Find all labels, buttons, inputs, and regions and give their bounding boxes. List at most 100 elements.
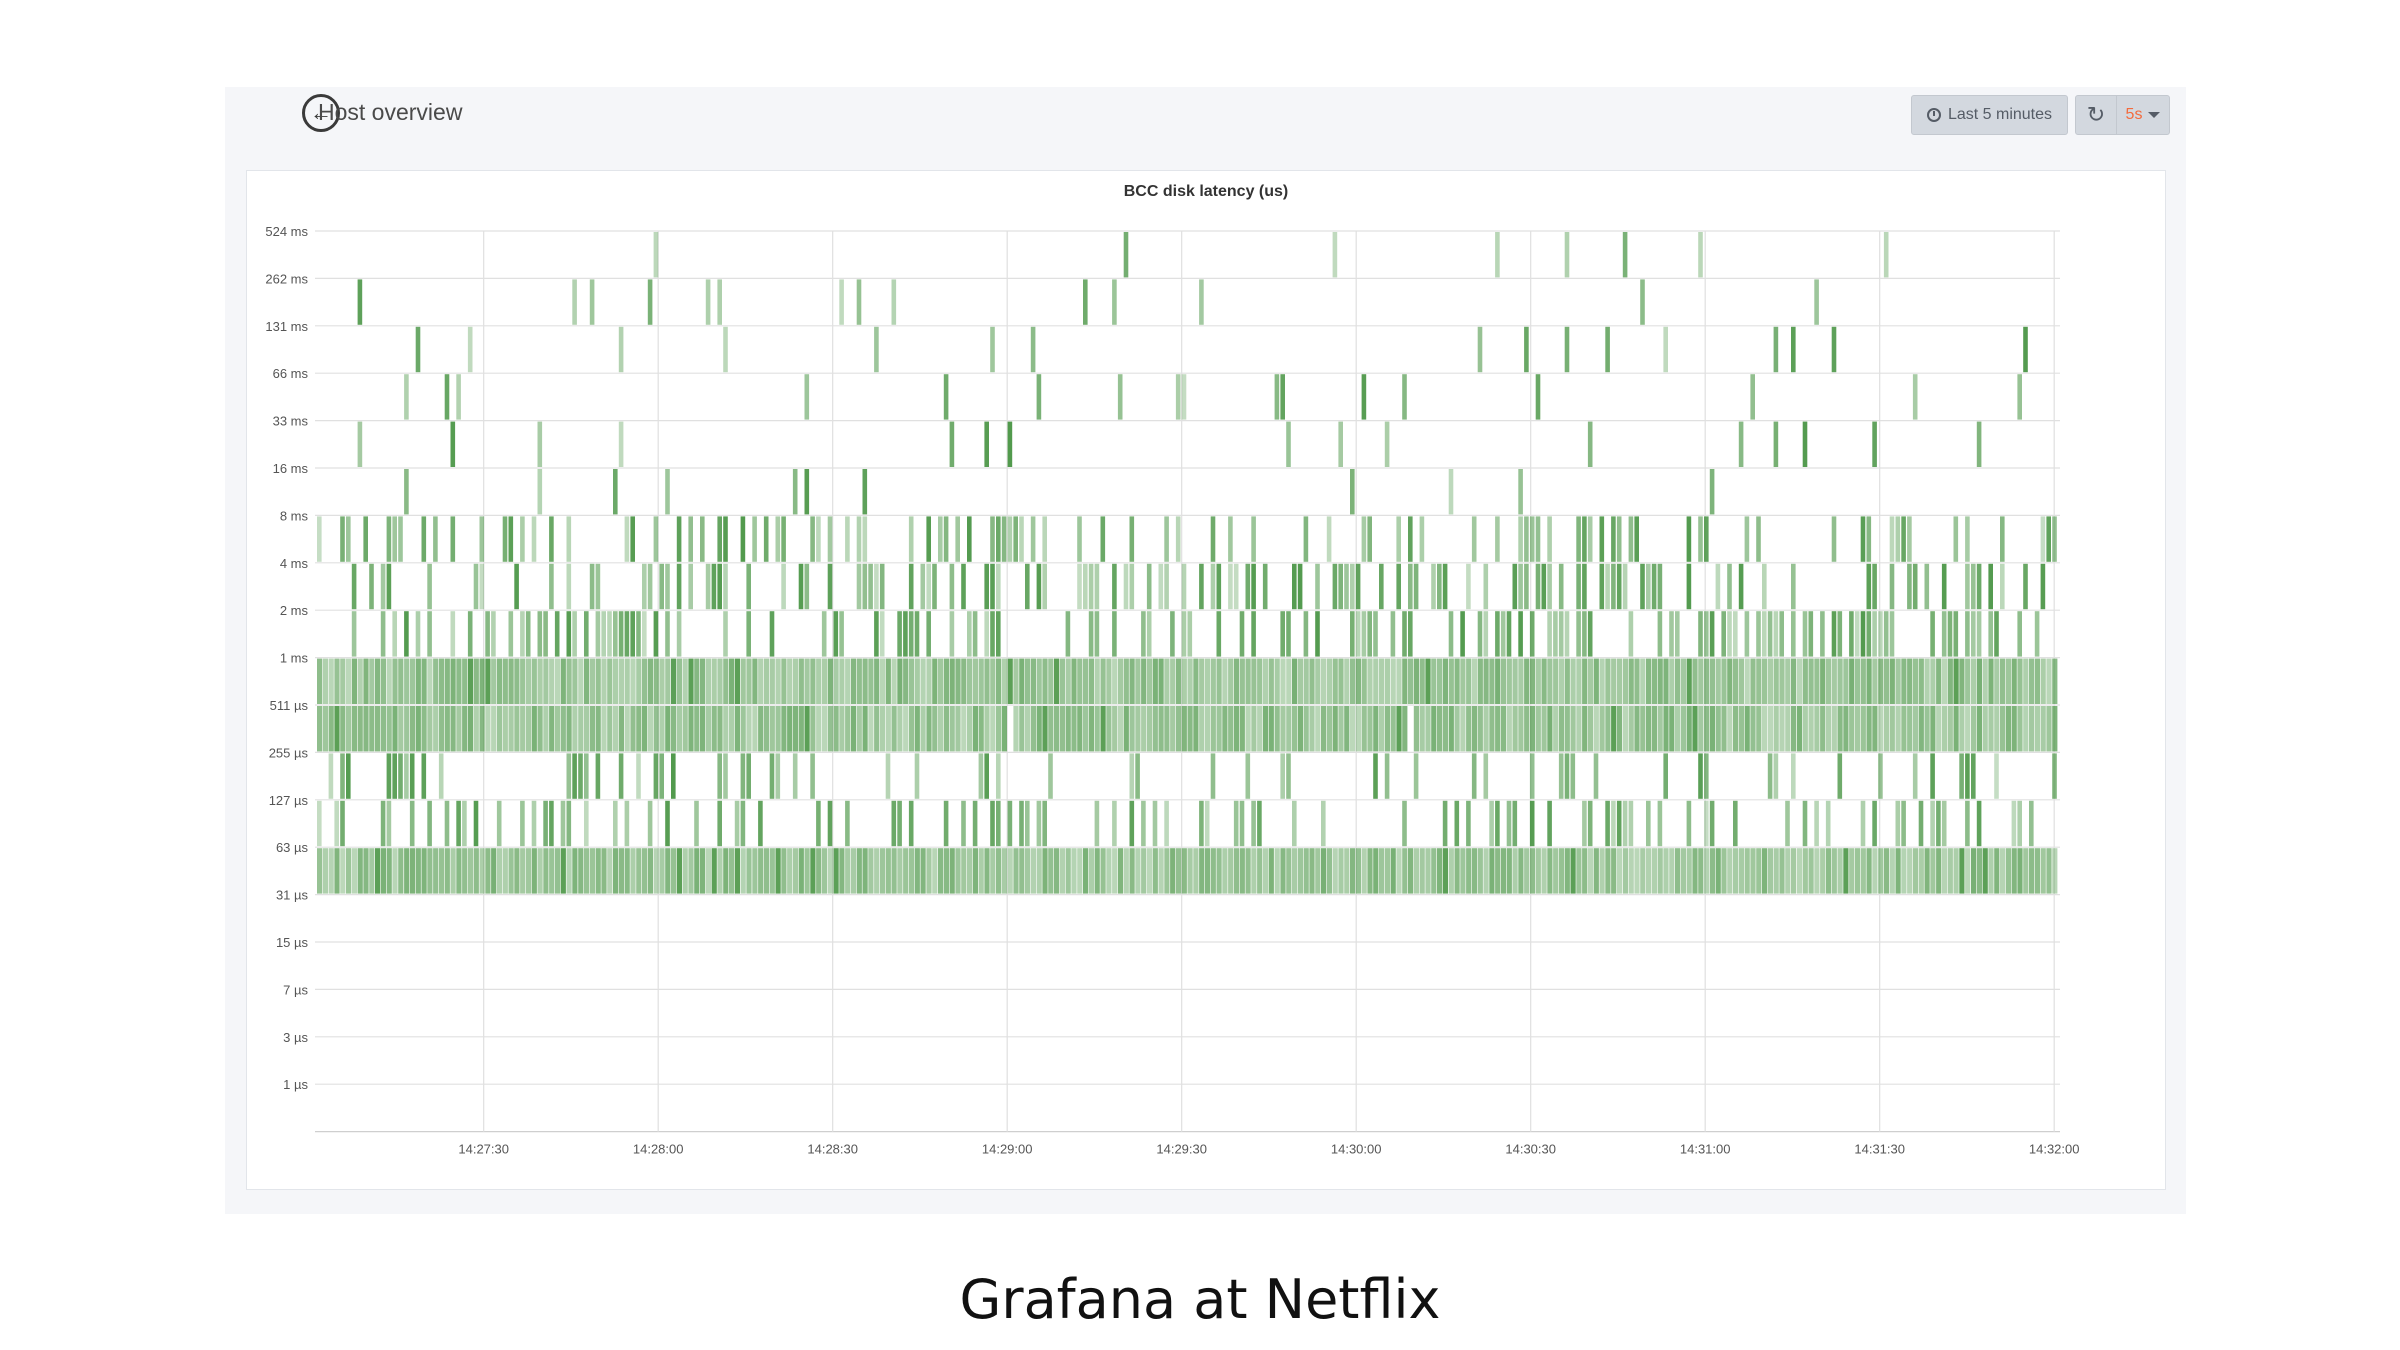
heatmap-cell <box>421 706 427 752</box>
heatmap-cell <box>996 800 1001 847</box>
heatmap-cell <box>1408 848 1414 894</box>
heatmap-cell <box>700 516 705 562</box>
heatmap-cell <box>961 706 967 752</box>
heatmap-cell <box>821 611 827 657</box>
heatmap-cell <box>1651 848 1657 894</box>
heatmap-cell <box>955 848 961 894</box>
heatmap-cell <box>665 611 670 657</box>
heatmap-cell <box>607 706 613 752</box>
heatmap-cell <box>1704 753 1709 799</box>
heatmap-cell <box>1715 658 1721 704</box>
heatmap-cell <box>972 706 978 752</box>
heatmap-cell <box>1576 563 1581 610</box>
heatmap-cell <box>763 516 769 562</box>
heatmap-cell <box>380 658 386 704</box>
heatmap-cell <box>705 848 711 894</box>
heatmap-cell <box>798 706 804 752</box>
heatmap-cell <box>1001 516 1007 562</box>
heatmap-cell <box>1947 611 1953 657</box>
heatmap-cell <box>717 753 722 799</box>
heatmap-cell <box>1332 848 1338 894</box>
heatmap-cell <box>2011 706 2017 752</box>
heatmap-cell <box>810 753 815 799</box>
heatmap-cell <box>1326 706 1332 752</box>
heatmap-cell <box>421 516 427 562</box>
heatmap-cell <box>1309 706 1315 752</box>
time-range-picker[interactable]: Last 5 minutes <box>1911 95 2068 135</box>
heatmap-cell <box>996 611 1001 657</box>
dashboard-title[interactable]: Host overview <box>318 99 463 125</box>
heatmap-cell <box>2040 706 2046 752</box>
heatmap-cell <box>1907 516 1912 562</box>
heatmap-cell <box>386 848 392 894</box>
heatmap-cell <box>386 658 392 704</box>
heatmap-cell <box>734 658 740 704</box>
heatmap-cell <box>758 658 764 704</box>
heatmap-cell <box>1419 658 1425 704</box>
heatmap-cell <box>537 848 543 894</box>
heatmap-cell <box>1251 611 1256 657</box>
heatmap-cell <box>729 658 735 704</box>
heatmap-cell <box>346 848 352 894</box>
heatmap-cell <box>694 706 700 752</box>
heatmap-cell <box>456 706 462 752</box>
heatmap-cell <box>1750 848 1756 894</box>
heatmap-cell <box>1448 706 1454 752</box>
heatmap-cell <box>671 848 677 894</box>
heatmap-cell <box>1669 611 1674 657</box>
heatmap-cell <box>676 563 682 610</box>
heatmap-cell <box>636 848 642 894</box>
heatmap-cell <box>1181 611 1187 657</box>
heatmap-cell <box>1280 611 1285 657</box>
heatmap-cell <box>1280 753 1285 799</box>
heatmap-cell <box>1361 611 1367 657</box>
back-arrow-icon[interactable]: ← <box>302 94 340 132</box>
panel-title[interactable]: BCC disk latency (us) <box>1123 183 1289 200</box>
heatmap-cell <box>404 658 410 704</box>
heatmap-cell <box>1361 706 1367 752</box>
heatmap-cell <box>647 800 653 847</box>
heatmap-cell <box>1704 611 1709 657</box>
heatmap-cell <box>2029 800 2034 847</box>
heatmap-cell <box>1849 706 1855 752</box>
refresh-icon[interactable]: ↻ <box>2076 96 2117 134</box>
heatmap-cell <box>1860 706 1866 752</box>
heatmap-cell <box>1883 611 1889 657</box>
heatmap-cell <box>1083 279 1088 325</box>
heatmap-cell <box>1605 326 1610 373</box>
heatmap-cell <box>1321 848 1327 894</box>
x-tick-label: 14:31:00 <box>1680 1142 1731 1157</box>
heatmap-cell <box>1837 611 1843 657</box>
slide-caption: Grafana at Netflix <box>959 1268 1441 1331</box>
heatmap-cell <box>2023 326 2028 373</box>
y-tick-label: 8 ms <box>280 508 309 523</box>
heatmap-cell <box>1384 753 1390 799</box>
heatmap-cell <box>630 706 636 752</box>
heatmap-cell <box>1547 800 1552 847</box>
heatmap-cell <box>1854 658 1861 704</box>
heatmap-cell <box>1233 563 1239 610</box>
heatmap-cell <box>827 848 833 894</box>
heatmap-cell <box>1135 706 1141 752</box>
heatmap-cell <box>584 800 589 847</box>
heatmap-cell <box>386 706 392 752</box>
heatmap-cell <box>1164 516 1169 562</box>
heatmap-cell <box>1971 706 1977 752</box>
heatmap-cell <box>1889 658 1895 704</box>
heatmap-cell <box>1431 658 1437 704</box>
heatmap-cell <box>479 563 485 610</box>
heatmap-cell <box>1297 706 1303 752</box>
heatmap-cell <box>392 848 398 894</box>
heatmap-cell <box>688 658 694 704</box>
heatmap-cell <box>392 516 397 562</box>
heatmap-panel[interactable]: BCC disk latency (us) 524 ms 262 ms 131 ms… <box>246 170 2166 1190</box>
heatmap-cell <box>862 516 868 562</box>
heatmap-cell <box>1872 611 1877 657</box>
heatmap-cell <box>1785 848 1791 894</box>
heatmap-cell <box>1402 658 1408 704</box>
heatmap-cell <box>914 658 920 704</box>
heatmap-cell <box>972 848 978 894</box>
refresh-interval-dropdown[interactable]: 5s <box>2117 96 2169 134</box>
heatmap-cell <box>386 563 392 610</box>
